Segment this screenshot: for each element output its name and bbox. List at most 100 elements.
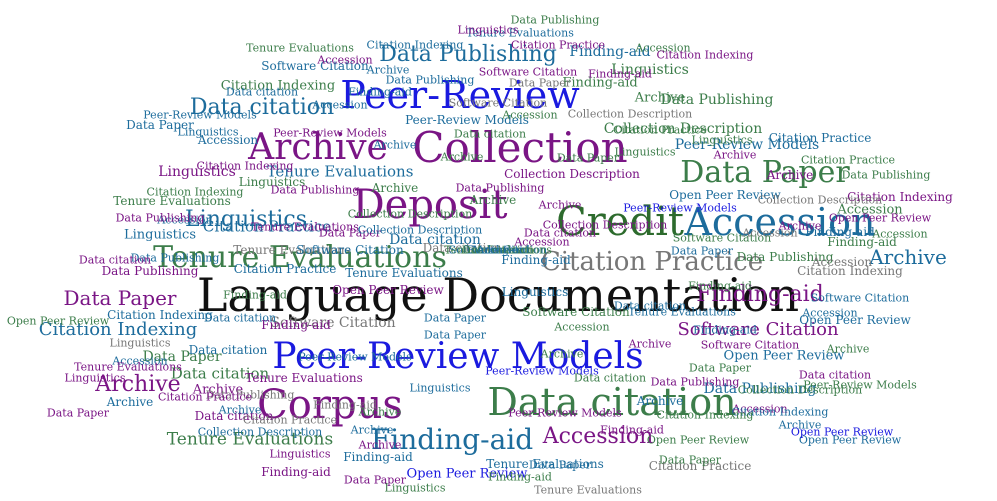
- cloud-word: Accession: [502, 108, 558, 122]
- cloud-word: Linguistics: [611, 62, 689, 78]
- cloud-word: Archive: [538, 198, 582, 212]
- cloud-word: Data citation: [170, 364, 270, 383]
- cloud-word: Collection Description: [567, 107, 693, 121]
- cloud-word: Data citation: [188, 343, 268, 357]
- cloud-word: Software Citation: [296, 243, 404, 257]
- cloud-word: Open Peer Review: [669, 188, 781, 202]
- cloud-word: Archive: [766, 168, 814, 182]
- cloud-word: Peer-Review Models: [143, 108, 257, 122]
- cloud-word: Accession: [554, 320, 610, 334]
- cloud-word: Citation Practice: [768, 131, 872, 145]
- cloud-word: Data Publishing: [841, 168, 931, 182]
- cloud-word: Software Citation: [261, 59, 369, 73]
- cloud-word: Data Publishing: [660, 92, 774, 108]
- cloud-word: Data Paper: [63, 286, 177, 310]
- cloud-word: Citation Practice: [800, 153, 896, 167]
- cloud-word: Data citation: [78, 253, 152, 267]
- cloud-word: Collection Description: [504, 167, 640, 181]
- cloud-word: Linguistics: [177, 125, 239, 139]
- cloud-word: Citation Indexing: [220, 78, 336, 94]
- cloud-word: Tenure Evaluations: [266, 162, 414, 181]
- cloud-word: Archive: [248, 127, 388, 168]
- cloud-word: Open Peer Review: [790, 425, 894, 439]
- cloud-word: Accession: [112, 354, 168, 368]
- cloud-word: Tenure Evaluations: [74, 360, 182, 374]
- cloud-word: Data Publishing: [510, 13, 600, 27]
- cloud-word: Archive: [778, 219, 822, 233]
- cloud-word: Linguistics: [269, 447, 331, 461]
- cloud-word: Tenure Evaluations: [628, 305, 736, 319]
- cloud-word: Open Peer Review: [646, 433, 750, 447]
- cloud-word: Collection Description: [757, 193, 883, 207]
- cloud-word: Linguistics: [691, 133, 753, 147]
- cloud-word: Linguistics: [185, 207, 307, 232]
- cloud-word: Peer-Review Models: [272, 336, 644, 377]
- cloud-word: Archive: [634, 90, 686, 106]
- cloud-word: Accession: [470, 243, 526, 257]
- cloud-word: Collection Description: [197, 425, 323, 439]
- cloud-word: Accession: [811, 255, 873, 269]
- cloud-word: Credit: [556, 199, 684, 245]
- cloud-word: Tenure Evaluations: [166, 429, 334, 450]
- cloud-word: Archive: [218, 403, 262, 417]
- cloud-word: Citation Indexing: [797, 264, 903, 278]
- cloud-word: Data citation: [573, 371, 647, 385]
- cloud-word: Data citation: [798, 368, 872, 382]
- cloud-word: Finding-aid: [600, 423, 664, 437]
- cloud-word: Accession: [837, 202, 903, 218]
- cloud-word: Data citation: [194, 409, 274, 423]
- cloud-word: Finding-aid: [466, 243, 530, 257]
- cloud-word: Data citation: [487, 380, 737, 424]
- cloud-word: Collection Description: [542, 218, 668, 232]
- cloud-word: Citation Indexing: [196, 159, 294, 173]
- cloud-word: Tenure Evaluations: [444, 243, 552, 257]
- cloud-word: Archive: [440, 150, 484, 164]
- cloud-word: Archive: [636, 394, 684, 408]
- cloud-word: Citation Indexing: [38, 319, 198, 340]
- cloud-word: Tenure Evaluations: [251, 220, 359, 234]
- cloud-word: Accession: [542, 424, 654, 449]
- cloud-word: Archive: [469, 193, 517, 207]
- cloud-word: Accession: [802, 306, 858, 320]
- cloud-word: Archive: [95, 372, 181, 397]
- cloud-word: Software Citation: [810, 291, 910, 305]
- cloud-word: Peer-Review Models: [485, 364, 599, 378]
- cloud-word: Data Publishing: [130, 251, 220, 265]
- cloud-word: Data Paper: [528, 458, 592, 472]
- cloud-word: Data Paper: [680, 155, 850, 190]
- cloud-word: Citation Indexing: [847, 190, 953, 204]
- cloud-word: Tenure Evaluations: [245, 371, 363, 385]
- cloud-word: Software Citation: [478, 65, 578, 79]
- cloud-word: Peer-Review Models: [508, 406, 622, 420]
- cloud-word: Linguistics: [409, 381, 471, 395]
- cloud-word: Tenure Evaluations: [466, 26, 574, 40]
- cloud-word: Data Publishing: [650, 375, 740, 389]
- cloud-word: Accession: [312, 98, 368, 112]
- cloud-word: Data Paper: [423, 311, 487, 325]
- cloud-word: Accession: [742, 226, 798, 240]
- cloud-word: Data Paper: [508, 76, 572, 90]
- cloud-word: Collection Description: [357, 223, 483, 237]
- cloud-word: Data Paper: [126, 118, 194, 132]
- cloud-word: Tenure Evaluations: [534, 483, 642, 497]
- cloud-word: Citation Practice: [540, 247, 764, 277]
- cloud-word: Citation Indexing: [107, 308, 213, 322]
- cloud-word: Finding-aid: [501, 253, 571, 267]
- cloud-word: Peer-Review Models: [405, 113, 529, 127]
- cloud-word: Peer-Review Models: [623, 201, 737, 215]
- cloud-word: Finding-aid: [223, 288, 287, 302]
- cloud-word: Accession: [872, 227, 928, 241]
- cloud-word: Citation Practice: [157, 390, 253, 404]
- cloud-word: Data citation: [203, 311, 277, 325]
- cloud-word: Archive: [869, 245, 947, 269]
- cloud-word: Archive: [373, 138, 417, 152]
- cloud-word: Software Citation: [672, 231, 772, 245]
- cloud-word: Finding-aid: [562, 75, 638, 91]
- cloud-word: Collection Description: [737, 383, 863, 397]
- cloud-word: Archive: [628, 337, 672, 351]
- cloud-word: Linguistics: [614, 145, 676, 159]
- cloud-word: Archive: [358, 405, 402, 419]
- cloud-word: Data Paper: [46, 406, 110, 420]
- cloud-word: Data citation: [389, 232, 481, 248]
- cloud-word: Data Publishing: [205, 388, 295, 402]
